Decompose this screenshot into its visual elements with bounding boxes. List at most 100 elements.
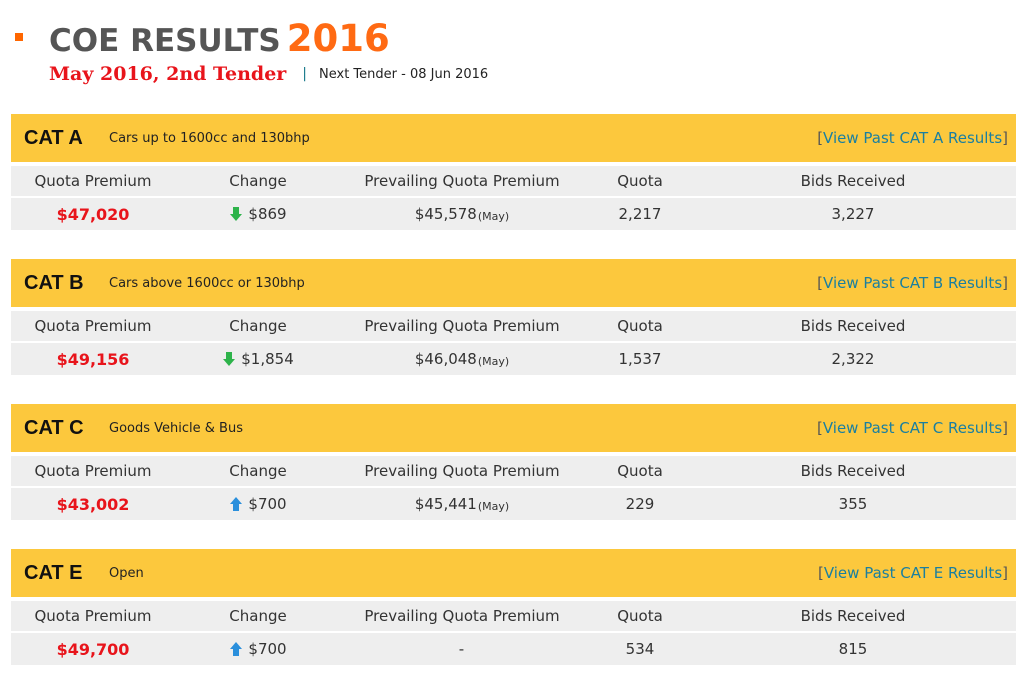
category-section-cat-a: CAT A Cars up to 1600cc and 130bhp [View… [11, 114, 1016, 230]
page-title: COE RESULTS 2016 [49, 20, 390, 57]
prevailing-value: - [341, 633, 583, 665]
view-past-cat-b-link[interactable]: [View Past CAT B Results] [817, 274, 1008, 292]
column-header-row: Quota Premium Change Prevailing Quota Pr… [11, 601, 1016, 631]
link-label: View Past CAT B Results [823, 274, 1003, 292]
values-row: $49,700 $700 - 534 815 [11, 633, 1016, 665]
category-description: Open [109, 566, 144, 581]
prevailing-amount: $46,048 [414, 350, 477, 368]
values-row: $47,020 $869 $45,578 (May) 2,217 3,227 [11, 198, 1016, 230]
link-bracket-close: ] [1002, 419, 1008, 437]
category-section-cat-b: CAT B Cars above 1600cc or 130bhp [View … [11, 259, 1016, 375]
link-bracket-close: ] [1002, 274, 1008, 292]
prevailing-amount: - [458, 640, 465, 658]
prevailing-note: (May) [477, 354, 510, 368]
link-label: View Past CAT A Results [823, 129, 1003, 147]
arrow-up-icon [230, 642, 243, 656]
page-title-year: 2016 [286, 17, 390, 60]
link-bracket-open: [ [817, 564, 824, 582]
category-description: Goods Vehicle & Bus [109, 421, 243, 436]
prevailing-value: $45,441 (May) [341, 488, 583, 520]
col-header-prevailing: Prevailing Quota Premium [364, 172, 560, 190]
link-label: View Past CAT E Results [823, 564, 1003, 582]
quota-premium-value: $47,020 [56, 204, 130, 224]
column-header-row: Quota Premium Change Prevailing Quota Pr… [11, 456, 1016, 486]
bids-value: 2,322 [831, 350, 875, 368]
values-row: $49,156 $1,854 $46,048 (May) 1,537 2,322 [11, 343, 1016, 375]
arrow-up-icon [230, 497, 243, 511]
change-value: $1,854 [175, 343, 341, 375]
category-name: CAT C [24, 417, 84, 439]
prevailing-value: $46,048 (May) [341, 343, 583, 375]
col-header-change: Change [229, 317, 287, 335]
arrow-down-icon [223, 352, 236, 366]
col-header-quota-premium: Quota Premium [34, 172, 152, 190]
change-value: $700 [175, 633, 341, 665]
title-bullet-icon [15, 33, 23, 41]
col-header-prevailing: Prevailing Quota Premium [364, 462, 560, 480]
category-header: CAT C Goods Vehicle & Bus [View Past CAT… [11, 404, 1016, 452]
values-row: $43,002 $700 $45,441 (May) 229 355 [11, 488, 1016, 520]
col-header-quota: Quota [617, 317, 663, 335]
category-header: CAT E Open [View Past CAT E Results] [11, 549, 1016, 597]
category-description: Cars above 1600cc or 130bhp [109, 276, 305, 291]
category-name: CAT B [24, 272, 84, 294]
view-past-cat-e-link[interactable]: [View Past CAT E Results] [818, 564, 1008, 582]
change-amount: $700 [248, 640, 287, 658]
page-title-text: COE RESULTS [49, 23, 281, 59]
category-section-cat-e: CAT E Open [View Past CAT E Results] Quo… [11, 549, 1016, 665]
prevailing-note: (May) [477, 209, 510, 223]
category-section-cat-c: CAT C Goods Vehicle & Bus [View Past CAT… [11, 404, 1016, 520]
col-header-quota: Quota [617, 462, 663, 480]
change-value: $700 [175, 488, 341, 520]
quota-premium-value: $49,156 [56, 349, 130, 369]
bids-value: 815 [838, 640, 868, 658]
col-header-quota: Quota [617, 172, 663, 190]
column-header-row: Quota Premium Change Prevailing Quota Pr… [11, 166, 1016, 196]
page-header: COE RESULTS 2016 May 2016, 2nd Tender | Nex… [0, 0, 1024, 110]
col-header-bids: Bids Received [800, 462, 906, 480]
category-header: CAT B Cars above 1600cc or 130bhp [View … [11, 259, 1016, 307]
change-amount: $1,854 [241, 350, 294, 368]
quota-premium-value: $49,700 [56, 639, 130, 659]
arrow-down-icon [230, 207, 243, 221]
category-header: CAT A Cars up to 1600cc and 130bhp [View… [11, 114, 1016, 162]
prevailing-amount: $45,441 [414, 495, 477, 513]
view-past-cat-c-link[interactable]: [View Past CAT C Results] [817, 419, 1008, 437]
tender-label: May 2016, 2nd Tender [49, 63, 287, 85]
quota-value: 1,537 [618, 350, 662, 368]
category-name: CAT E [24, 562, 83, 584]
category-name: CAT A [24, 127, 83, 149]
col-header-bids: Bids Received [800, 607, 906, 625]
quota-value: 229 [625, 495, 655, 513]
col-header-bids: Bids Received [800, 172, 906, 190]
change-amount: $869 [248, 205, 287, 223]
col-header-quota: Quota [617, 607, 663, 625]
col-header-change: Change [229, 462, 287, 480]
quota-value: 2,217 [618, 205, 662, 223]
bids-value: 3,227 [831, 205, 875, 223]
link-bracket-open: [ [816, 419, 823, 437]
tender-info: May 2016, 2nd Tender | Next Tender - 08 Ju… [49, 63, 488, 85]
link-bracket-close: ] [1002, 564, 1008, 582]
change-value: $869 [175, 198, 341, 230]
col-header-quota-premium: Quota Premium [34, 462, 152, 480]
tender-separator: | [302, 66, 308, 82]
view-past-cat-a-link[interactable]: [View Past CAT A Results] [817, 129, 1008, 147]
next-tender-label: Next Tender - 08 Jun 2016 [319, 67, 489, 82]
col-header-bids: Bids Received [800, 317, 906, 335]
col-header-change: Change [229, 172, 287, 190]
link-bracket-open: [ [817, 274, 824, 292]
col-header-quota-premium: Quota Premium [34, 317, 152, 335]
change-amount: $700 [248, 495, 287, 513]
category-description: Cars up to 1600cc and 130bhp [109, 131, 310, 146]
col-header-change: Change [229, 607, 287, 625]
col-header-quota-premium: Quota Premium [34, 607, 152, 625]
quota-premium-value: $43,002 [56, 494, 130, 514]
column-header-row: Quota Premium Change Prevailing Quota Pr… [11, 311, 1016, 341]
col-header-prevailing: Prevailing Quota Premium [364, 317, 560, 335]
quota-value: 534 [625, 640, 655, 658]
link-bracket-open: [ [817, 129, 824, 147]
prevailing-value: $45,578 (May) [341, 198, 583, 230]
link-label: View Past CAT C Results [822, 419, 1003, 437]
link-bracket-close: ] [1002, 129, 1008, 147]
